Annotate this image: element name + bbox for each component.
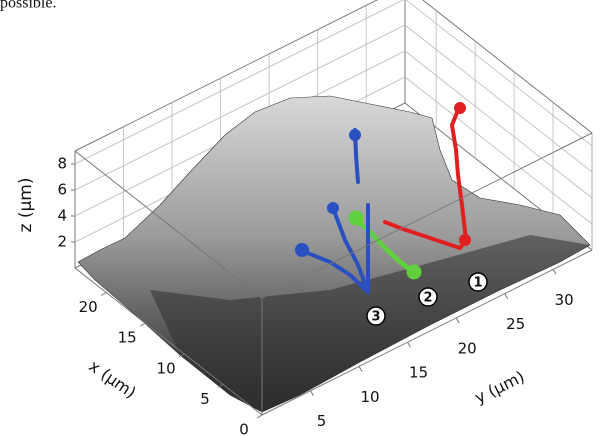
- x-tick-label: 15: [118, 329, 137, 347]
- y-tick-label: 5: [317, 412, 327, 430]
- annotation-label: 3: [371, 310, 380, 325]
- x-tick-label: 0: [239, 421, 249, 436]
- annotation-label: 2: [423, 291, 432, 306]
- z-axis-label: z (µm): [16, 178, 36, 233]
- header-text: possible.: [0, 0, 56, 12]
- x-tick-label: 20: [79, 298, 98, 316]
- y-tick-label: 20: [458, 339, 477, 357]
- tick-mark: [257, 415, 262, 418]
- y-tick-label: 15: [409, 364, 428, 382]
- x-tick-label: 10: [157, 359, 176, 377]
- box-edge: [405, 0, 592, 133]
- chart: possible. 0 5 10 15 20 5 10 15 20 25 30 2 4 6 8 z (µm) x…: [0, 0, 608, 436]
- tick-mark: [311, 391, 314, 396]
- z-tick-label: 8: [57, 155, 67, 173]
- tick-mark: [553, 269, 556, 274]
- z-tick-label: 4: [57, 207, 67, 225]
- y-axis-label: y (µm): [472, 367, 528, 407]
- y-tick-label: 10: [361, 388, 380, 406]
- x-axis-label: x (µm): [85, 356, 139, 402]
- tick-mark: [140, 323, 145, 326]
- y-tick-label: 30: [555, 291, 574, 309]
- z-tick-label: 6: [57, 181, 67, 199]
- x-tick-label: 5: [200, 390, 210, 408]
- z-tick-label: 2: [57, 233, 67, 251]
- y-tick-label: 25: [506, 315, 525, 333]
- tick-mark: [101, 293, 106, 296]
- tick-mark: [505, 294, 508, 299]
- annotation-label: 1: [473, 276, 482, 291]
- tick-mark: [359, 366, 362, 371]
- page: {"header_text": "possible.", "chart_data…: [0, 0, 608, 436]
- tick-mark: [408, 342, 411, 347]
- tick-mark: [456, 318, 459, 323]
